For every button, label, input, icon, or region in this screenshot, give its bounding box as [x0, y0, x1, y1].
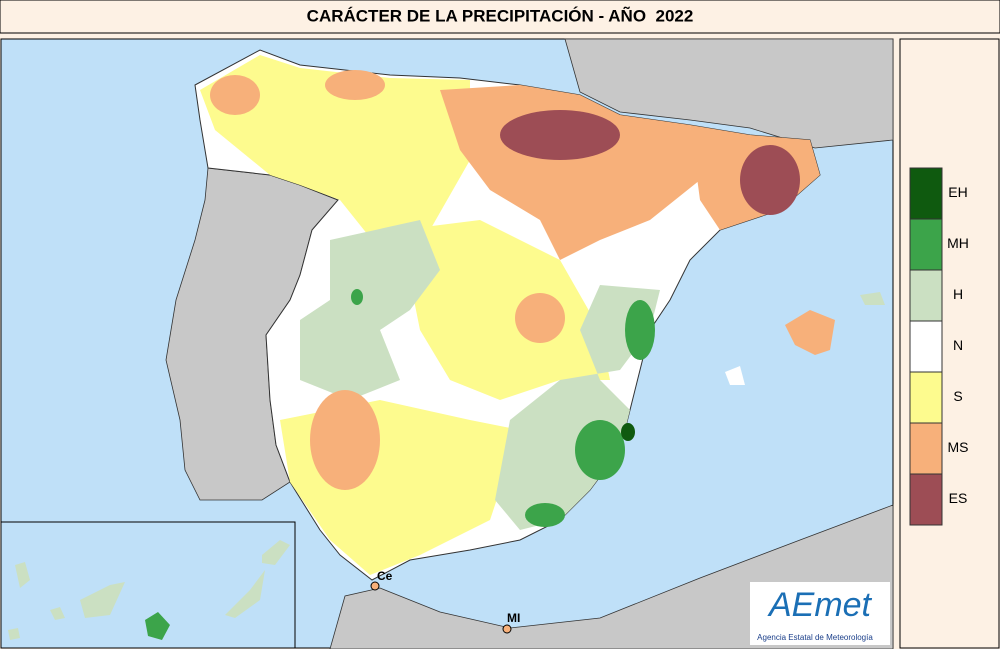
legend-swatch — [909, 269, 943, 322]
precipitation-zone — [262, 540, 290, 565]
legend-label: H — [953, 286, 963, 302]
precipitation-zone — [740, 145, 800, 215]
precipitation-zone — [325, 70, 385, 100]
legend-swatch — [909, 218, 943, 271]
title: CARÁCTER DE LA PRECIPITACIÓN - AÑO 2022 — [307, 5, 694, 25]
precipitation-zone — [575, 420, 625, 480]
precipitation-zone — [210, 75, 260, 115]
precipitation-zone — [50, 607, 65, 620]
france — [564, 38, 894, 149]
legend: EH MH H N S MS ES — [909, 167, 969, 526]
precipitation-zone — [621, 423, 635, 441]
precipitation-zone — [725, 366, 745, 385]
legend-label: EH — [948, 184, 967, 200]
precipitation-zone — [145, 612, 170, 640]
precipitation-zone — [625, 300, 655, 360]
city-label: Ce — [377, 569, 393, 583]
melilla-marker — [502, 624, 512, 634]
precipitation-zone — [310, 390, 380, 490]
legend-label: N — [953, 337, 963, 353]
legend-swatch — [909, 473, 943, 526]
logo: AEmet Agencia Estatal de Meteorología — [750, 582, 890, 645]
city-label: MI — [507, 611, 520, 625]
precipitation-zone — [785, 310, 835, 355]
precipitation-zone — [15, 562, 30, 588]
legend-swatch — [909, 320, 943, 373]
city-markers: Ce MI — [370, 569, 520, 634]
legend-label: S — [953, 388, 962, 404]
precipitation-zone — [351, 289, 363, 305]
ceuta-marker — [370, 581, 380, 591]
logo-box — [750, 582, 890, 645]
precipitation-zone — [515, 293, 565, 343]
precipitation-zone — [500, 110, 620, 160]
precipitation-zone — [525, 503, 565, 527]
legend-swatch — [909, 167, 943, 220]
precipitation-zone — [860, 292, 885, 305]
legend-label: MS — [948, 439, 969, 455]
legend-label: ES — [949, 490, 968, 506]
title-bar — [0, 0, 1000, 34]
map: Ce MI AEmet Agencia Estatal de Meteorolo… — [0, 38, 894, 650]
precipitation-zone — [200, 55, 470, 250]
canaries-inset — [0, 521, 296, 649]
logo-subtitle: Agencia Estatal de Meteorología — [757, 633, 873, 642]
legend-swatch — [909, 371, 943, 424]
zones — [200, 55, 885, 575]
precipitation-zone — [80, 582, 125, 618]
precipitation-zone — [400, 220, 610, 400]
legend-label: MH — [947, 235, 969, 251]
precipitation-zone — [8, 628, 20, 640]
precipitation-zone — [300, 220, 440, 400]
legend-swatch — [909, 422, 943, 475]
logo-name: AEmet — [767, 586, 873, 624]
precipitation-zone — [495, 285, 660, 530]
precipitation-zone — [225, 570, 265, 618]
